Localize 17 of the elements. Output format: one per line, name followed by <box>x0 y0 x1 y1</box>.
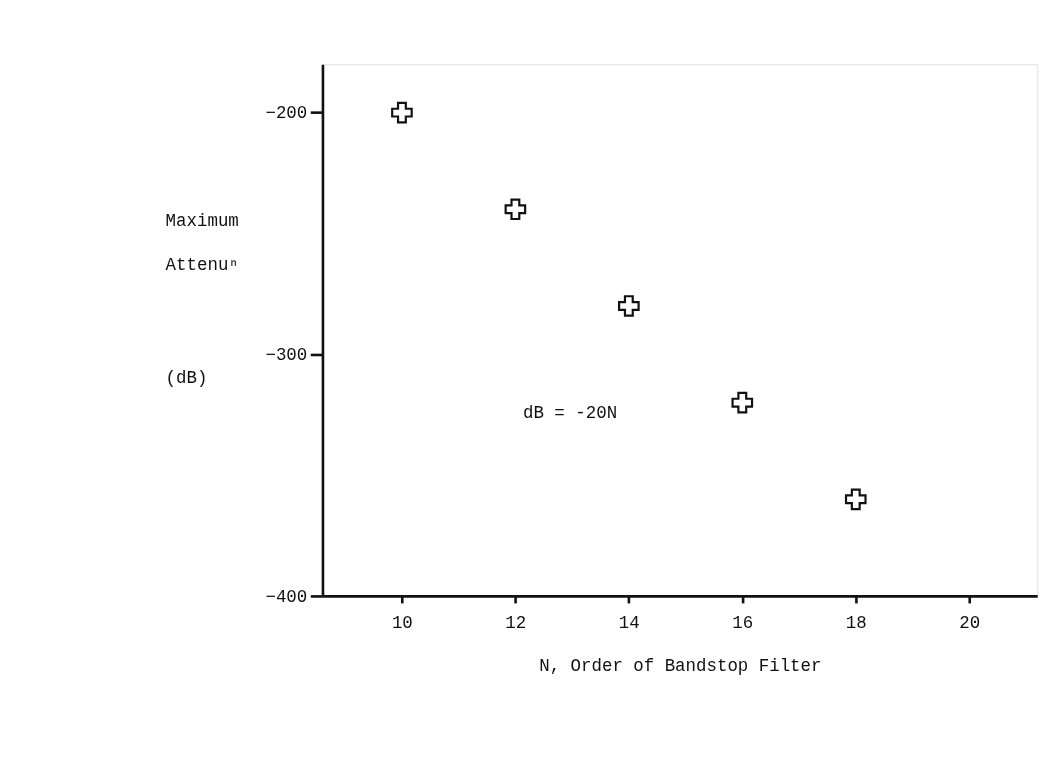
x-tick-label: 10 <box>391 612 413 633</box>
point <box>731 391 754 414</box>
x-tick-label: 16 <box>732 612 754 633</box>
point <box>504 198 527 221</box>
point <box>391 101 413 124</box>
annotation: dB = -20N <box>523 403 618 424</box>
y-tick-label: −300 <box>265 344 308 365</box>
point <box>844 488 867 511</box>
x-tick-label: 18 <box>845 612 867 633</box>
point <box>618 295 640 317</box>
y-tick-label: −200 <box>265 103 308 124</box>
x-tick-label: 14 <box>618 612 640 633</box>
x-axis-title: N, Order of Bandstop Filter <box>539 656 822 677</box>
x-tick-label: 20 <box>959 612 981 633</box>
y-tick-label: −400 <box>265 586 308 607</box>
text: Maximum Attenuⁿ (dB) <box>165 211 239 389</box>
x-tick-label: 12 <box>505 612 527 633</box>
